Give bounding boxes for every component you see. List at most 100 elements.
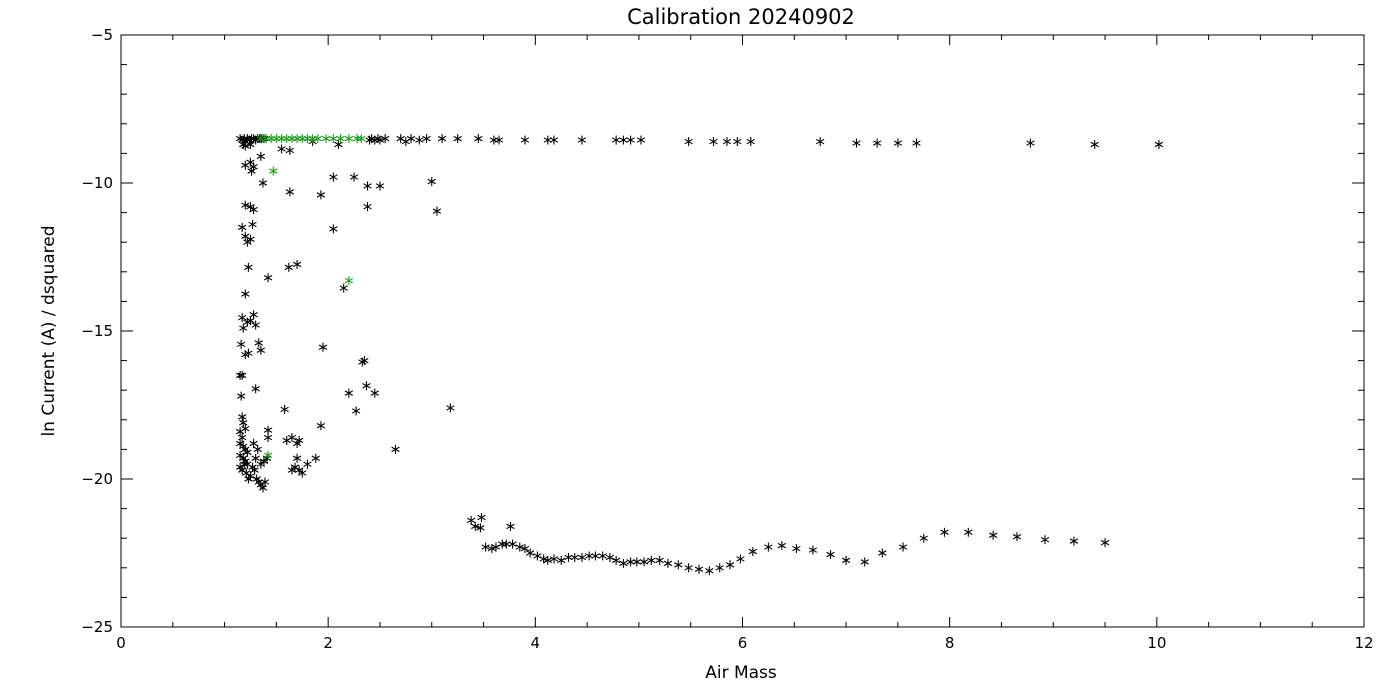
data-point-black — [684, 137, 693, 147]
data-point-black — [964, 527, 973, 537]
data-point-black — [396, 134, 405, 144]
data-point-black — [238, 370, 247, 380]
data-point-black — [872, 138, 882, 148]
data-point-black — [543, 555, 552, 565]
data-point-black — [311, 453, 320, 463]
data-point-black — [363, 202, 372, 212]
data-points — [235, 134, 1164, 576]
data-point-black — [860, 557, 869, 567]
data-point-black — [362, 381, 371, 391]
data-point-black — [502, 539, 511, 549]
axis-ticks — [120, 34, 1365, 628]
data-point-black — [249, 310, 258, 320]
data-point-black — [476, 523, 485, 533]
data-point-black — [254, 338, 263, 348]
data-point-black — [549, 554, 559, 564]
data-point-black — [1069, 536, 1079, 546]
data-point-black — [632, 557, 642, 567]
data-point-black — [466, 515, 476, 525]
data-point-black — [619, 558, 628, 568]
data-point-black — [238, 433, 247, 443]
data-point-green — [269, 166, 278, 176]
data-point-black — [611, 135, 621, 145]
data-point-black — [709, 137, 718, 147]
data-point-black — [549, 135, 559, 145]
data-point-black — [533, 551, 542, 561]
data-point-black — [474, 134, 483, 144]
data-point-black — [241, 160, 250, 170]
data-point-green — [287, 134, 297, 144]
data-point-black — [287, 433, 297, 443]
data-point-black — [287, 465, 297, 475]
data-point-green — [267, 134, 276, 144]
data-point-black — [260, 477, 270, 487]
data-point-black — [940, 527, 949, 537]
data-point-black — [329, 172, 338, 182]
data-point-black — [344, 388, 354, 398]
data-point-black — [585, 551, 594, 561]
data-point-black — [240, 459, 249, 469]
data-point-black — [401, 137, 411, 147]
data-point-black — [246, 234, 255, 244]
data-point-black — [674, 560, 683, 570]
data-point-black — [1026, 138, 1035, 148]
data-point-black — [285, 145, 295, 155]
data-point-black — [316, 421, 326, 431]
data-point-black — [263, 273, 273, 283]
data-point-black — [777, 541, 787, 551]
data-point-black — [446, 403, 455, 413]
data-point-black — [520, 135, 530, 145]
data-point-black — [792, 544, 801, 554]
data-point-black — [725, 560, 735, 570]
data-point-black — [577, 552, 587, 562]
data-point-black — [722, 137, 732, 147]
data-point-black — [246, 140, 255, 150]
data-point-black — [256, 151, 266, 161]
data-point-black — [489, 135, 499, 145]
data-point-black — [494, 135, 504, 145]
y-tick-label: −15 — [81, 322, 113, 340]
data-point-black — [241, 289, 250, 299]
data-point-black — [471, 521, 480, 531]
data-point-black — [427, 177, 436, 187]
data-point-black — [988, 530, 998, 540]
data-point-black — [238, 313, 247, 323]
data-point-black — [481, 542, 490, 552]
data-point-green — [329, 134, 338, 144]
data-point-black — [349, 172, 359, 182]
data-point-black — [303, 459, 312, 469]
x-tick-label: 6 — [738, 634, 748, 652]
data-point-green — [336, 134, 345, 144]
data-point-black — [663, 558, 673, 568]
data-point-black — [236, 391, 246, 401]
data-point-black — [375, 135, 385, 145]
data-point-black — [249, 438, 258, 448]
data-point-black — [294, 436, 304, 446]
chart-title: Calibration 20240902 — [627, 5, 855, 29]
data-point-green — [321, 134, 331, 144]
data-point-black — [487, 544, 497, 554]
data-point-black — [619, 135, 628, 145]
plot-frame — [120, 34, 1365, 628]
data-point-black — [898, 542, 908, 552]
data-point-black — [277, 144, 286, 154]
data-point-black — [241, 200, 250, 210]
data-point-black — [694, 564, 704, 574]
data-point-black — [508, 539, 517, 549]
data-point-black — [263, 433, 273, 443]
data-point-black — [816, 137, 825, 147]
data-point-black — [437, 134, 447, 144]
data-point-black — [243, 447, 252, 457]
data-point-black — [515, 542, 524, 552]
y-tick-label: −20 — [81, 470, 113, 488]
x-tick-label: 0 — [116, 634, 126, 652]
data-point-green — [344, 276, 354, 286]
data-point-black — [491, 542, 501, 552]
data-point-black — [339, 283, 348, 293]
y-tick-label: −5 — [91, 26, 113, 44]
y-tick-label: −25 — [81, 618, 113, 636]
data-point-black — [238, 222, 247, 232]
data-point-black — [477, 512, 486, 522]
data-point-black — [380, 134, 390, 144]
data-point-black — [391, 444, 400, 454]
